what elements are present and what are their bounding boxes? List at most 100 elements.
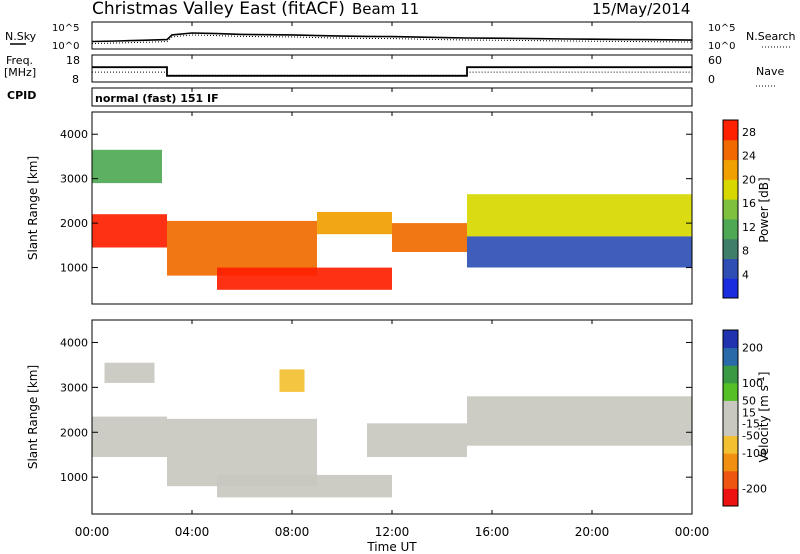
- velocity-colorbar-tick-15: 15: [742, 407, 756, 420]
- x-tick-label-4: 16:00: [475, 525, 510, 539]
- velocity-band-4: [467, 396, 692, 446]
- x-tick-label-5: 20:00: [575, 525, 610, 539]
- power-colorbar-segment-6: [723, 159, 738, 180]
- velocity-colorbar-segment-1: [723, 470, 738, 489]
- velocity-heatmap: [92, 362, 692, 498]
- power-colorbar-segment-4: [723, 199, 738, 220]
- power-band-3: [392, 223, 467, 252]
- beam-label: Beam 11: [352, 0, 419, 18]
- x-tick-label-1: 04:00: [175, 525, 210, 539]
- velocity-colorbar-segment-8: [723, 347, 738, 366]
- freq-tick-18: 18: [66, 54, 80, 67]
- power-colorbar-tick-28: 28: [742, 126, 756, 139]
- power-colorbar-segment-1: [723, 258, 738, 279]
- velocity-colorbar-tick--15: -15: [742, 417, 760, 430]
- velocity-y-tick-label-4000: 4000: [60, 336, 88, 349]
- power-colorbar-tick-8: 8: [742, 245, 749, 258]
- velocity-colorbar-segment-4: [723, 418, 738, 437]
- velocity-colorbar-tick-50: 50: [742, 394, 756, 407]
- velocity-band-2: [217, 474, 392, 498]
- nave-tick-0: 0: [708, 73, 715, 86]
- noise-sky-label: N.Sky: [5, 30, 37, 43]
- velocity-band-5: [279, 369, 305, 392]
- cpid-text: normal (fast) 151 IF: [95, 92, 219, 105]
- power-y-tick-label-1000: 1000: [60, 262, 88, 275]
- power-colorbar: 4 8 12 16 20 24 28: [722, 119, 756, 299]
- velocity-colorbar-segment-5: [723, 400, 738, 419]
- power-colorbar-segment-5: [723, 179, 738, 200]
- power-heatmap: [92, 149, 692, 290]
- noise-left-tick-bottom: 10^0: [52, 41, 79, 52]
- velocity-band-0: [92, 416, 167, 457]
- power-band-0: [92, 214, 167, 248]
- velocity-colorbar-tick--200: -200: [742, 482, 767, 495]
- power-colorbar-segment-7: [723, 139, 738, 161]
- power-band-2: [317, 212, 392, 235]
- velocity-band-3: [367, 423, 467, 457]
- power-colorbar-tick-4: 4: [742, 268, 749, 281]
- x-tick-label-2: 08:00: [275, 525, 310, 539]
- freq-series: [92, 66, 692, 77]
- noise-sky-series-line: [91, 32, 693, 43]
- power-y-ticks: 1000 2000 3000 4000: [60, 128, 692, 275]
- power-colorbar-segment-8: [723, 120, 738, 141]
- noise-panel-frame: [91, 21, 693, 50]
- freq-panel-frame: [91, 54, 693, 83]
- velocity-colorbar-tick--100: -100: [742, 447, 767, 460]
- power-band-6: [92, 149, 162, 184]
- power-colorbar-tick-20: 20: [742, 173, 756, 186]
- velocity-y-tick-label-3000: 3000: [60, 381, 88, 394]
- noise-search-label: N.Search: [746, 30, 796, 43]
- power-band-4: [467, 194, 692, 237]
- freq-unit-label: [MHz]: [4, 66, 36, 79]
- power-y-axis-label: Slant Range [km]: [26, 156, 40, 260]
- power-colorbar-segment-0: [723, 278, 738, 299]
- velocity-colorbar-label: Velocity [m s-1]: [757, 372, 771, 463]
- velocity-colorbar-segment-3: [723, 435, 738, 454]
- velocity-y-tick-label-2000: 2000: [60, 426, 88, 439]
- x-axis-label: Time UT: [366, 540, 417, 554]
- velocity-colorbar-segment-7: [723, 365, 738, 384]
- power-colorbar-label: Power [dB]: [757, 177, 771, 242]
- noise-series: [91, 32, 693, 44]
- date-label: 15/May/2014: [592, 0, 690, 18]
- nave-tick-60: 60: [708, 54, 722, 67]
- x-axis-ticks: 00:00 04:00 08:00 12:00 16:00 20:00 00:00: [75, 22, 710, 539]
- power-colorbar-tick-16: 16: [742, 197, 756, 210]
- noise-left-tick-top: 10^5: [52, 23, 79, 34]
- power-colorbar-tick-12: 12: [742, 221, 756, 234]
- x-tick-label-0: 00:00: [75, 525, 110, 539]
- power-colorbar-segment-3: [723, 218, 738, 240]
- velocity-y-axis-label: Slant Range [km]: [26, 365, 40, 469]
- cpid-label: CPID: [7, 89, 36, 102]
- x-tick-label-6: 00:00: [675, 525, 710, 539]
- power-band-5: [217, 267, 392, 290]
- freq-series-line: [92, 66, 692, 77]
- velocity-colorbar-segment-2: [723, 453, 738, 472]
- power-band-1: [167, 220, 317, 276]
- power-colorbar-frame: [722, 119, 739, 299]
- velocity-colorbar-segment-6: [723, 382, 738, 401]
- velocity-colorbar-segment-0: [723, 488, 738, 507]
- power-colorbar-segment-2: [723, 238, 738, 259]
- velocity-colorbar-tick-200: 200: [742, 342, 763, 355]
- power-y-tick-label-4000: 4000: [60, 128, 88, 141]
- velocity-colorbar-frame: [722, 329, 739, 507]
- velocity-colorbar-segment-9: [723, 330, 738, 349]
- power-y-tick-label-3000: 3000: [60, 173, 88, 186]
- noise-right-tick-bottom: 10^0: [708, 41, 735, 52]
- velocity-y-ticks: 1000 2000 3000 4000: [60, 336, 692, 484]
- nave-label: Nave: [756, 65, 784, 78]
- velocity-colorbar-tick-100: 100: [742, 377, 763, 390]
- noise-right-tick-top: 10^5: [708, 23, 735, 34]
- station-title: Christmas Valley East (fitACF): [92, 0, 345, 19]
- power-y-tick-label-2000: 2000: [60, 217, 88, 230]
- power-band-7: [467, 236, 692, 268]
- velocity-y-tick-label-1000: 1000: [60, 471, 88, 484]
- freq-tick-8: 8: [72, 73, 79, 86]
- x-tick-label-3: 12:00: [375, 525, 410, 539]
- freq-label: Freq.: [6, 54, 33, 67]
- velocity-band-6: [104, 362, 155, 383]
